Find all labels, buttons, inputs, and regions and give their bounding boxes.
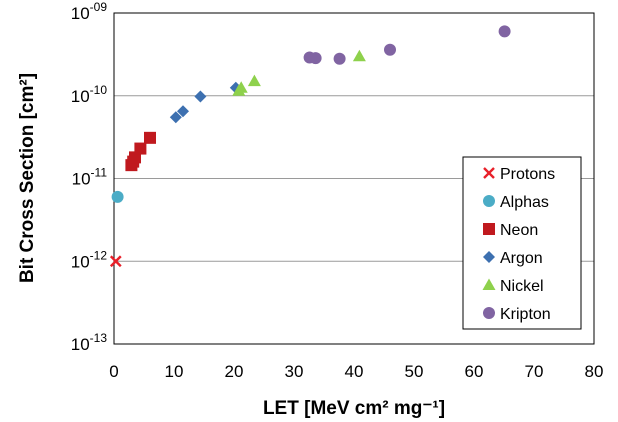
data-point-legend-nickel [482,278,496,290]
legend-label-neon: Neon [500,222,538,239]
legend-box [462,156,582,330]
x-tick-label: 10 [165,362,184,381]
data-point-nickel [234,81,248,93]
y-axis-title: Bit Cross Section [cm²] [17,73,38,283]
data-point-alphas [111,190,124,203]
x-tick-labels: 0 10 20 30 40 50 60 70 80 [109,362,603,381]
x-tick-label: 70 [525,362,544,381]
legend-label-argon: Argon [500,250,543,267]
data-point-kripton [498,25,511,38]
legend-label-protons: Protons [500,166,555,183]
data-point-legend-neon [483,223,495,235]
data-point-legend-alphas [483,195,495,207]
x-tick-label: 0 [109,362,118,381]
legend: Protons Alphas Neon Argon Nickel Kripton [462,156,582,330]
data-point-kripton [384,43,396,56]
y-tick-label: 10-10 [71,83,108,106]
x-tick-label: 80 [585,362,604,381]
data-points [109,25,511,268]
data-point-nickel [352,49,366,62]
data-point-legend-kripton [483,307,495,319]
data-point-legend-argon [483,251,495,263]
data-point-argon [169,111,182,124]
data-point-neon [144,131,156,144]
data-point-neon [134,142,147,155]
y-tick-label: 10-12 [71,248,108,271]
legend-label-kripton: Kripton [500,306,551,323]
x-tick-label: 50 [405,362,424,381]
data-point-kripton [309,52,322,65]
legend-label-alphas: Alphas [500,194,549,211]
x-axis-title: LET [MeV cm² mg⁻¹] [263,398,445,419]
y-tick-label: 10-11 [72,166,108,189]
y-tick-label: 10-09 [71,0,108,23]
x-tick-label: 60 [465,362,484,381]
data-point-protons [109,255,122,268]
y-tick-labels: 10-13 10-12 10-11 10-10 10-09 [71,0,108,354]
data-point-argon [177,105,189,118]
legend-label-nickel: Nickel [500,278,544,295]
data-point-argon [194,90,207,103]
data-point-kripton [333,52,346,65]
x-tick-label: 30 [285,362,304,381]
data-point-legend-protons [483,167,495,179]
data-point-nickel [247,74,261,87]
plot-area-border [113,12,595,345]
x-tick-label: 20 [225,362,244,381]
x-tick-label: 40 [345,362,364,381]
y-tick-label: 10-13 [71,331,108,354]
